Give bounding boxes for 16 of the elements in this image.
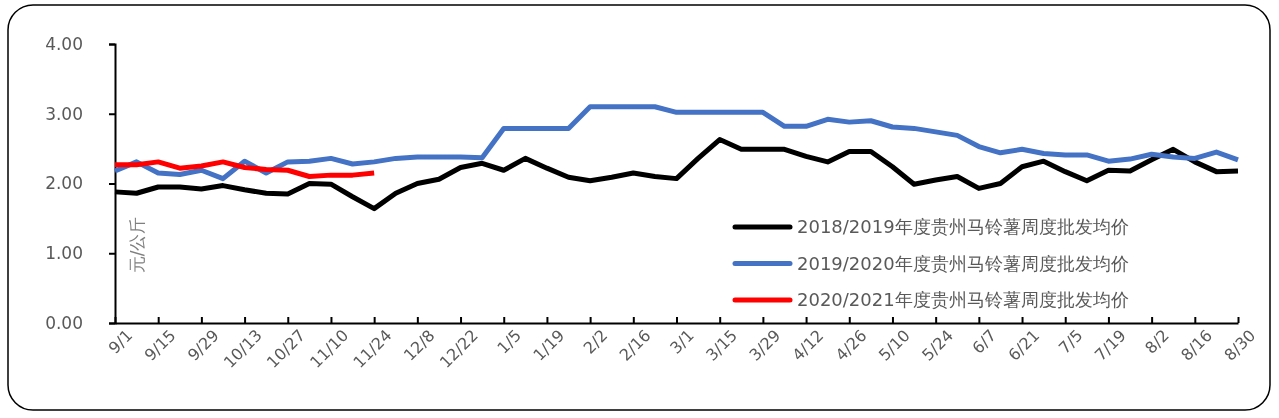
x-tick-label: 3/1 [666, 325, 698, 358]
x-tick-label: 1/5 [493, 325, 526, 358]
x-tick-label: 9/1 [104, 325, 137, 358]
y-tick-label: 3.00 [45, 103, 83, 124]
x-tick-label: 6/7 [968, 325, 1001, 358]
y-tick-label: 4.00 [45, 33, 83, 54]
y-tick-label: 1.00 [45, 243, 83, 264]
legend-label: 2018/2019年度贵州马铃薯周度批发均价 [797, 216, 1129, 238]
legend-label: 2019/2020年度贵州马铃薯周度批发均价 [797, 252, 1129, 274]
y-tick-label: 0.00 [45, 312, 83, 333]
x-tick-label: 8/2 [1141, 325, 1173, 358]
x-tick-label: 2/2 [579, 325, 612, 358]
y-axis-title: 元/公斤 [127, 216, 147, 274]
legend-label: 2020/2021年度贵州马铃薯周度批发均价 [797, 289, 1129, 311]
y-tick-label: 2.00 [45, 173, 83, 194]
x-tick-label: 7/5 [1054, 325, 1087, 358]
